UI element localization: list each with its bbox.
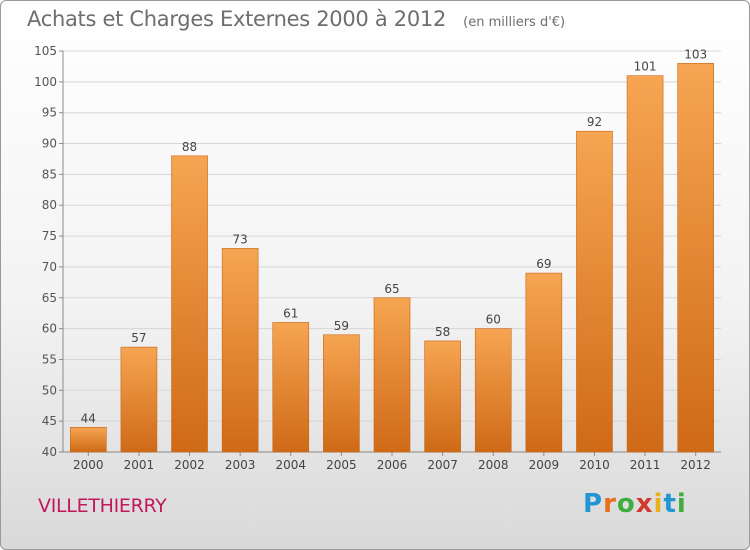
y-tick-label: 55 [42, 352, 57, 366]
data-label-2009: 69 [536, 257, 551, 271]
x-tick-label: 2005 [326, 458, 357, 472]
x-tick-label: 2011 [630, 458, 661, 472]
chart-unit: (en milliers d'€) [463, 15, 566, 30]
x-tick-label: 2009 [529, 458, 560, 472]
logo-letter: r [603, 489, 617, 519]
tick-labels: 40 45 50 55 60 65 70 75 80 85 90 95 100 105 2000 2001 20… [34, 44, 711, 472]
y-tick-label: 75 [42, 229, 57, 243]
data-label-2011: 101 [634, 60, 657, 74]
data-label-2007: 58 [435, 325, 450, 339]
chart-title: Achats et Charges Externes 2000 à 2012 [27, 7, 447, 31]
data-label-2001: 57 [131, 331, 146, 345]
x-tick-label: 2007 [427, 458, 458, 472]
logo-letter: i [676, 489, 687, 519]
bar-2011 [626, 75, 664, 453]
y-tick-label: 100 [34, 75, 57, 89]
y-tick-label: 95 [42, 106, 57, 120]
y-tick-label: 45 [42, 414, 57, 428]
chart-header: Achats et Charges Externes 2000 à 2012 (… [27, 7, 565, 31]
y-tick-label: 50 [42, 383, 57, 397]
data-label-2005: 59 [334, 319, 349, 333]
logo-letter: x [635, 489, 654, 519]
bar-2009 [525, 272, 563, 453]
data-label-2000: 44 [81, 411, 96, 425]
bars [70, 63, 714, 453]
bar-2010 [576, 130, 613, 453]
x-tick-label: 2001 [124, 458, 155, 472]
x-tick-label: 2004 [275, 458, 306, 472]
proxiti-logo: Proxiti [583, 489, 687, 519]
bar-2001 [120, 346, 158, 453]
data-label-2010: 92 [587, 115, 602, 129]
y-tick-label: 90 [42, 137, 57, 151]
y-tick-label: 65 [42, 291, 57, 305]
x-tick-label: 2010 [579, 458, 610, 472]
y-tick-label: 60 [42, 322, 57, 336]
data-label-2008: 60 [486, 313, 501, 327]
data-label-2004: 61 [283, 306, 298, 320]
y-tick-label: 80 [42, 198, 57, 212]
y-tick-label: 40 [42, 445, 57, 459]
data-label-2002: 88 [182, 140, 197, 154]
data-label-2012: 103 [684, 47, 707, 61]
x-tick-label: 2006 [377, 458, 408, 472]
bar-2000 [70, 427, 107, 453]
bar-2012 [677, 63, 714, 453]
logo-letter: o [616, 489, 636, 519]
bar-2002 [171, 155, 208, 453]
x-tick-label: 2003 [225, 458, 256, 472]
bar-2008 [474, 328, 512, 453]
logo-letter: P [583, 489, 604, 519]
data-label-2006: 65 [384, 282, 399, 296]
bar-2005 [323, 334, 360, 453]
x-tick-label: 2000 [73, 458, 104, 472]
bar-2006 [373, 297, 411, 453]
logo-letter: t [663, 489, 677, 519]
commune-name: VILLETHIERRY [38, 495, 167, 517]
x-tick-label: 2008 [478, 458, 509, 472]
bar-2003 [221, 248, 259, 453]
x-tick-label: 2012 [680, 458, 711, 472]
x-tick-label: 2002 [174, 458, 205, 472]
bar-2007 [424, 340, 461, 453]
logo-letter: i [653, 489, 664, 519]
y-tick-label: 105 [34, 44, 57, 58]
bar-2004 [272, 322, 310, 453]
data-label-2003: 73 [233, 232, 248, 246]
y-tick-label: 85 [42, 167, 57, 181]
data-labels: 44 57 88 73 61 59 65 58 60 69 92 101 103 [81, 47, 707, 425]
y-tick-label: 70 [42, 260, 57, 274]
